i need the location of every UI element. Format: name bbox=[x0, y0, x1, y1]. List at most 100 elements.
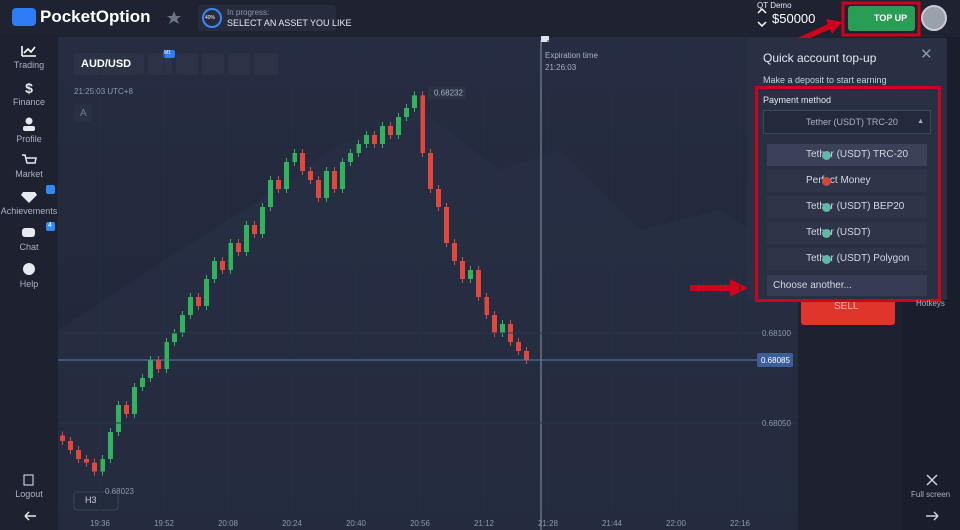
candle bbox=[388, 126, 393, 135]
payment-option[interactable]: Tether (USDT) TRC-20 bbox=[767, 144, 927, 166]
payment-label: Payment method bbox=[763, 95, 832, 105]
candle bbox=[172, 333, 177, 342]
high-tag bbox=[428, 86, 466, 100]
close-button[interactable]: ✕ bbox=[920, 46, 933, 63]
hotkeys[interactable]: Hotkeys bbox=[916, 299, 945, 308]
candle bbox=[268, 180, 273, 207]
expiration-time: 21:26:03 bbox=[545, 63, 577, 72]
candle bbox=[220, 261, 225, 270]
next-icon[interactable] bbox=[926, 511, 939, 521]
time-tick-label: 21:28 bbox=[538, 519, 559, 528]
period-label[interactable]: H3 bbox=[85, 495, 97, 505]
payment-option[interactable]: Tether (USDT) bbox=[767, 222, 927, 244]
time-tick-label: 19:36 bbox=[90, 519, 111, 528]
candle bbox=[108, 432, 113, 459]
payment-icon bbox=[822, 151, 831, 160]
time-tick-label: 21:44 bbox=[602, 519, 623, 528]
payment-option[interactable]: Tether (USDT) BEP20 bbox=[767, 196, 927, 218]
candle bbox=[484, 297, 489, 315]
candle bbox=[300, 153, 305, 171]
candle bbox=[372, 135, 377, 144]
candle bbox=[124, 405, 129, 414]
layout-btn[interactable] bbox=[254, 53, 278, 75]
server-time: 21:25:03 UTC+8 bbox=[74, 87, 133, 96]
candle bbox=[524, 351, 529, 360]
candle bbox=[308, 171, 313, 180]
draw-mode[interactable] bbox=[74, 104, 92, 122]
candle bbox=[476, 270, 481, 297]
candle bbox=[284, 162, 289, 189]
logo: PocketOption bbox=[40, 7, 151, 26]
time-tick-label: 19:52 bbox=[154, 519, 175, 528]
payment-icon bbox=[822, 203, 831, 212]
balance[interactable]: $50000 bbox=[772, 11, 816, 26]
progress-percent: 40% bbox=[205, 15, 216, 21]
panel-subtitle: Make a deposit to start earning bbox=[763, 75, 887, 85]
asset-select[interactable] bbox=[74, 53, 144, 75]
payment-option[interactable]: Tether (USDT) Polygon bbox=[767, 248, 927, 270]
topup-label[interactable]: TOP UP bbox=[874, 13, 908, 23]
candle bbox=[356, 144, 361, 153]
logout-label[interactable]: Logout bbox=[15, 489, 43, 499]
timeframe-badge bbox=[163, 50, 175, 58]
svg-text:$: $ bbox=[25, 80, 33, 96]
favorite-star[interactable] bbox=[167, 11, 181, 24]
candle bbox=[252, 225, 257, 234]
avatar[interactable] bbox=[921, 5, 947, 31]
candle bbox=[76, 450, 81, 459]
candle bbox=[228, 243, 233, 270]
candle bbox=[292, 153, 297, 162]
time-tick-label: 22:16 bbox=[730, 519, 751, 528]
candle bbox=[460, 261, 465, 279]
candle bbox=[516, 342, 521, 351]
asset-name[interactable]: AUD/USD bbox=[81, 58, 132, 70]
sidebar-label[interactable]: Achievements bbox=[0, 206, 58, 216]
candle bbox=[412, 95, 417, 108]
sidebar-label[interactable]: Chat bbox=[19, 242, 39, 252]
panel-title: Quick account top-up bbox=[763, 51, 877, 65]
candle bbox=[60, 435, 65, 441]
topup-button[interactable] bbox=[848, 6, 915, 31]
payment-option-text: Tether (USDT) bbox=[806, 227, 871, 238]
sidebar-label[interactable]: Finance bbox=[12, 97, 46, 107]
expiration-flag bbox=[541, 36, 549, 42]
sidebar-label[interactable]: Help bbox=[19, 279, 39, 289]
period-select[interactable] bbox=[73, 491, 119, 511]
chat-badge: 4 bbox=[48, 222, 52, 229]
candle bbox=[332, 171, 337, 189]
sidebar-icons: $ bbox=[21, 46, 55, 521]
sidebar-label[interactable]: Trading bbox=[13, 60, 45, 70]
candle bbox=[500, 324, 505, 333]
time-tick-label: 20:40 bbox=[346, 519, 367, 528]
choose-another[interactable]: Choose another... bbox=[767, 275, 927, 296]
candle bbox=[164, 342, 169, 369]
time-tick-label: 20:56 bbox=[410, 519, 431, 528]
full-screen[interactable]: Full screen bbox=[911, 490, 951, 499]
candle bbox=[116, 405, 121, 432]
candle bbox=[84, 459, 89, 463]
candle bbox=[444, 207, 449, 243]
candle bbox=[316, 180, 321, 198]
draw-mode-label[interactable]: A bbox=[80, 108, 87, 119]
candle bbox=[100, 459, 105, 472]
settings-btn[interactable] bbox=[176, 53, 198, 75]
candle bbox=[452, 243, 457, 261]
payment-option-text: Tether (USDT) BEP20 bbox=[806, 201, 905, 212]
more-btn[interactable] bbox=[228, 53, 250, 75]
candle bbox=[180, 315, 185, 333]
sell-label[interactable]: SELL bbox=[834, 301, 859, 312]
payment-icon bbox=[822, 255, 831, 264]
progress-task: SELECT AN ASSET YOU LIKE bbox=[227, 18, 352, 28]
candle bbox=[468, 270, 473, 279]
payment-select[interactable]: Tether (USDT) TRC-20 ▲ bbox=[763, 110, 931, 134]
mountain-backdrop bbox=[58, 110, 798, 530]
draw-btn[interactable] bbox=[202, 53, 224, 75]
fullscreen-icon[interactable] bbox=[926, 474, 938, 486]
candle bbox=[188, 297, 193, 315]
sidebar-label[interactable]: Market bbox=[15, 169, 43, 179]
payment-option[interactable]: Perfect Money bbox=[767, 170, 927, 192]
timeframe-badge-text: M1 bbox=[164, 50, 171, 56]
sidebar-label[interactable]: Profile bbox=[16, 134, 42, 144]
candle bbox=[404, 108, 409, 117]
chart-type-btn[interactable] bbox=[148, 53, 172, 75]
